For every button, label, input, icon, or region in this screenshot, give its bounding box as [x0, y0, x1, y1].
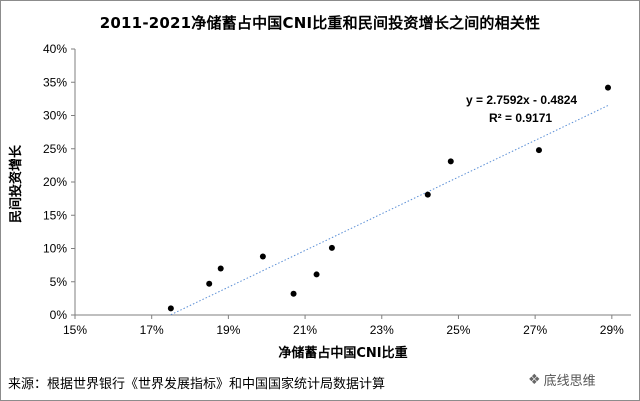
trend-equation: y = 2.7592x - 0.4824	[466, 93, 577, 107]
y-tick-label: 30%	[43, 109, 67, 123]
data-point	[259, 253, 266, 260]
data-point	[535, 147, 542, 154]
wechat-icon: ❖	[528, 371, 541, 388]
x-tick-label: 27%	[523, 323, 547, 337]
y-tick-label: 15%	[43, 208, 67, 222]
data-point	[290, 290, 297, 297]
x-tick-label: 15%	[63, 323, 87, 337]
watermark-text: 底线思维	[543, 374, 596, 389]
x-axis-title: 净储蓄占中国CNI比重	[278, 345, 407, 361]
trend-r-squared: R² = 0.9171	[489, 111, 552, 125]
y-tick-label: 20%	[43, 175, 67, 189]
x-tick-label: 29%	[600, 323, 624, 337]
y-tick-label: 40%	[43, 42, 67, 56]
y-axis-title: 民间投资增长	[8, 144, 24, 223]
data-point	[328, 244, 335, 251]
axes	[74, 49, 631, 316]
data-point	[206, 280, 213, 287]
trendline	[170, 105, 609, 316]
x-tick-label: 25%	[446, 323, 470, 337]
source-note: 来源：根据世界银行《世界发展指标》和中国国家统计局数据计算	[8, 377, 386, 392]
data-point	[217, 265, 224, 272]
y-ticks: 0% 5% 10% 15% 20% 25% 30% 35% 40%	[43, 42, 75, 322]
x-ticks: 15% 17% 19% 21% 23% 25% 27% 29%	[63, 315, 624, 337]
chart-title: 2011-2021净储蓄占中国CNI比重和民间投资增长之间的相关性	[99, 14, 541, 32]
y-tick-label: 10%	[43, 242, 67, 256]
x-tick-label: 21%	[293, 323, 317, 337]
x-tick-label: 17%	[140, 323, 164, 337]
watermark: ❖ 底线思维	[528, 370, 596, 390]
y-tick-label: 5%	[50, 275, 68, 289]
y-tick-label: 35%	[43, 75, 67, 89]
x-tick-label: 23%	[370, 323, 394, 337]
data-point	[313, 271, 320, 278]
y-tick-label: 0%	[50, 308, 68, 322]
x-tick-label: 19%	[216, 323, 240, 337]
data-points	[167, 84, 611, 312]
data-point	[167, 305, 174, 312]
data-point	[424, 191, 431, 198]
data-point	[447, 158, 454, 165]
data-point	[604, 84, 611, 91]
y-tick-label: 25%	[43, 142, 67, 156]
